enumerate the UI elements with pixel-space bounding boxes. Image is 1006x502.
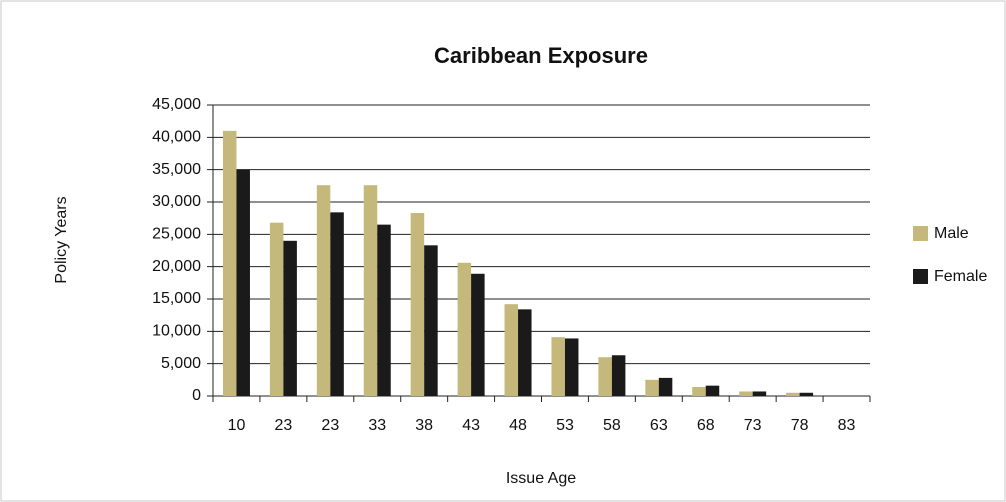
legend-swatch — [913, 269, 928, 284]
y-tick-label: 0 — [192, 387, 201, 404]
x-tick-label: 78 — [791, 417, 809, 434]
bar — [752, 391, 767, 396]
bar — [518, 309, 532, 396]
x-tick-label: 48 — [509, 417, 527, 434]
y-tick-label: 25,000 — [152, 226, 201, 243]
x-tick-label: 33 — [368, 417, 386, 434]
bar — [658, 377, 673, 396]
bar — [564, 338, 579, 396]
legend-label: Female — [934, 268, 987, 285]
legend-swatch — [913, 226, 928, 241]
y-tick-label: 30,000 — [152, 193, 201, 210]
bar — [222, 130, 237, 396]
x-tick-label: 43 — [462, 417, 480, 434]
chart-title: Caribbean Exposure — [434, 43, 648, 68]
x-tick-label: 38 — [415, 417, 433, 434]
y-tick-label: 45,000 — [152, 96, 201, 113]
x-tick-label: 73 — [744, 417, 762, 434]
x-axis-label: Issue Age — [506, 470, 576, 487]
y-tick-label: 15,000 — [152, 290, 201, 307]
bar — [705, 385, 720, 396]
bar — [236, 169, 250, 396]
x-tick-label: 53 — [556, 417, 574, 434]
bar — [283, 240, 297, 396]
x-tick-label: 83 — [838, 417, 856, 434]
y-tick-label: 20,000 — [152, 258, 201, 275]
bar — [316, 185, 331, 396]
bar — [598, 357, 612, 396]
x-tick-label: 23 — [274, 417, 292, 434]
bar — [363, 185, 378, 396]
y-tick-label: 40,000 — [152, 129, 201, 146]
x-tick-label: 10 — [228, 417, 246, 434]
x-tick-label: 68 — [697, 417, 715, 434]
bar — [471, 273, 485, 396]
bar — [551, 337, 565, 396]
bar — [504, 304, 519, 396]
bar — [457, 262, 472, 396]
y-axis-label: Policy Years — [53, 196, 70, 283]
bar — [799, 392, 814, 396]
y-tick-label: 5,000 — [161, 355, 201, 372]
bar — [692, 386, 706, 396]
y-tick-label: 35,000 — [152, 161, 201, 178]
bar — [645, 379, 659, 396]
bar — [410, 212, 425, 396]
x-tick-label: 23 — [321, 417, 339, 434]
bar — [269, 222, 284, 396]
bar — [739, 391, 753, 396]
y-tick-label: 10,000 — [152, 323, 201, 340]
bar — [786, 392, 800, 396]
bar — [377, 224, 391, 396]
bar — [330, 212, 344, 396]
x-tick-label: 63 — [650, 417, 668, 434]
bar — [424, 245, 438, 396]
x-tick-label: 58 — [603, 417, 621, 434]
legend-label: Male — [934, 225, 969, 242]
bar — [611, 355, 626, 396]
